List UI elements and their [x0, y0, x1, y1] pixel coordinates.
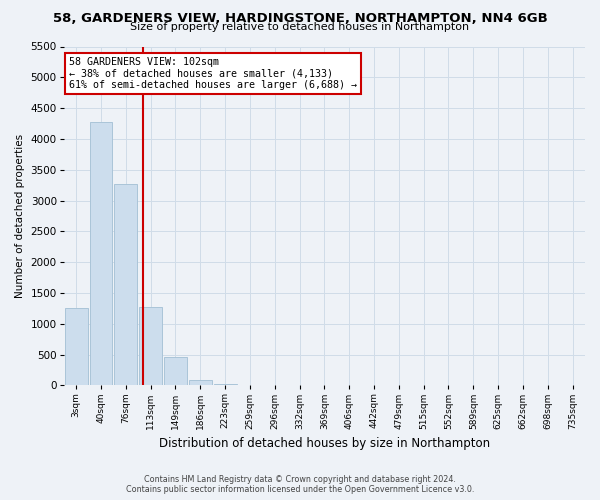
Y-axis label: Number of detached properties: Number of detached properties — [15, 134, 25, 298]
Text: 58 GARDENERS VIEW: 102sqm
← 38% of detached houses are smaller (4,133)
61% of se: 58 GARDENERS VIEW: 102sqm ← 38% of detac… — [69, 56, 357, 90]
Bar — [115, 184, 137, 386]
Text: 58, GARDENERS VIEW, HARDINGSTONE, NORTHAMPTON, NN4 6GB: 58, GARDENERS VIEW, HARDINGSTONE, NORTHA… — [53, 12, 547, 26]
Bar — [89, 122, 112, 386]
Bar — [189, 380, 212, 386]
Text: Size of property relative to detached houses in Northampton: Size of property relative to detached ho… — [130, 22, 470, 32]
Bar — [139, 307, 162, 386]
Bar — [214, 384, 236, 386]
Bar — [65, 308, 88, 386]
Text: Contains HM Land Registry data © Crown copyright and database right 2024.
Contai: Contains HM Land Registry data © Crown c… — [126, 474, 474, 494]
Bar — [238, 384, 262, 386]
X-axis label: Distribution of detached houses by size in Northampton: Distribution of detached houses by size … — [159, 437, 490, 450]
Bar — [164, 357, 187, 386]
